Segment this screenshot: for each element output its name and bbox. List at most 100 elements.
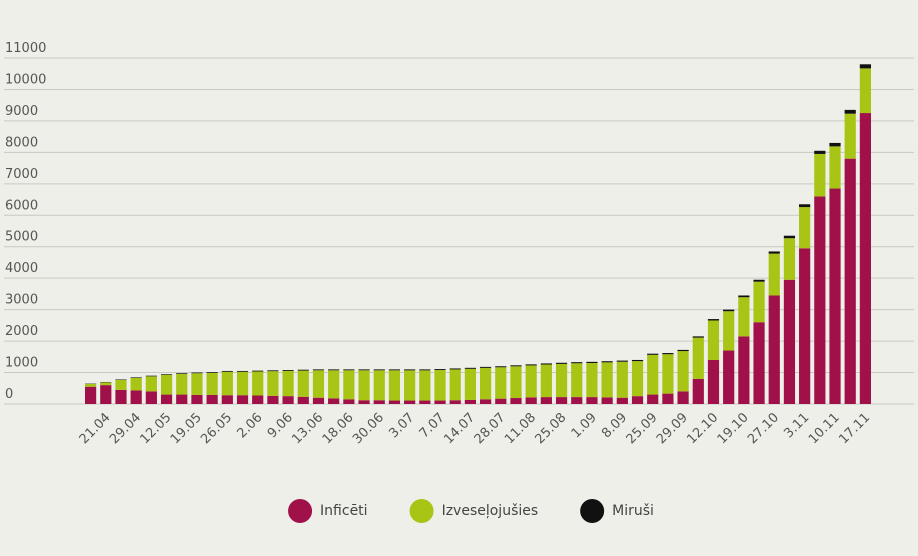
bar-segment bbox=[692, 337, 704, 379]
bar-segment bbox=[859, 68, 872, 114]
legend-label: Izveseļojušies bbox=[442, 503, 539, 519]
legend-label: Miruši bbox=[612, 503, 654, 519]
bar-segment bbox=[859, 64, 872, 69]
y-tick-label: 10000 bbox=[5, 72, 46, 87]
bar-segment bbox=[84, 386, 97, 404]
bar-segment bbox=[130, 390, 142, 404]
bar-segment bbox=[829, 188, 841, 404]
x-tick-label: 12.05 bbox=[137, 410, 174, 447]
bar-segment bbox=[252, 370, 264, 372]
bar-segment bbox=[768, 253, 780, 296]
bar-segment bbox=[647, 354, 659, 395]
x-tick-label: 27.10 bbox=[745, 410, 782, 447]
bar-segment bbox=[783, 279, 796, 404]
x-tick-label: 1.09 bbox=[569, 410, 600, 441]
bar-segment bbox=[221, 395, 233, 404]
bar-segment bbox=[768, 295, 780, 404]
bar-segment bbox=[373, 369, 385, 371]
bar-segment bbox=[616, 360, 628, 362]
bar-segment bbox=[738, 297, 750, 337]
bar-segment bbox=[844, 113, 856, 159]
bar-segment bbox=[404, 369, 416, 371]
bar-segment bbox=[267, 370, 279, 372]
bar-segment bbox=[328, 370, 340, 399]
bar-segment bbox=[100, 385, 112, 404]
bar-segment bbox=[449, 369, 461, 401]
bar-segment bbox=[297, 369, 309, 371]
bar-segment bbox=[282, 370, 294, 397]
x-tick-label: 29.09 bbox=[654, 410, 691, 447]
bar-segment bbox=[753, 281, 765, 323]
y-tick-label: 2000 bbox=[5, 324, 38, 339]
x-tick-label: 10.11 bbox=[806, 410, 843, 447]
bar-segment bbox=[510, 398, 522, 404]
y-tick-label: 6000 bbox=[5, 198, 38, 213]
bar-segment bbox=[647, 353, 659, 355]
bar-segment bbox=[100, 382, 112, 386]
bar-segment bbox=[677, 391, 689, 404]
bar-segment bbox=[859, 113, 872, 404]
bar-segment bbox=[707, 319, 720, 321]
bar-segment bbox=[221, 370, 233, 372]
bar-segment bbox=[616, 397, 628, 404]
x-tick-label: 25.08 bbox=[532, 410, 569, 447]
bar-segment bbox=[753, 322, 765, 404]
bar-segment bbox=[419, 370, 431, 401]
legend-swatch bbox=[580, 499, 605, 523]
x-tick-label: 29.04 bbox=[107, 410, 144, 447]
bar-segment bbox=[191, 372, 203, 374]
bar-segment bbox=[479, 367, 492, 400]
bar-segment bbox=[692, 378, 704, 404]
bar-segment bbox=[115, 379, 127, 390]
bar-segment bbox=[419, 369, 431, 371]
bar-segment bbox=[449, 368, 461, 370]
bar-segment bbox=[236, 395, 249, 404]
bar-segment bbox=[495, 398, 507, 404]
bar-segment bbox=[130, 377, 142, 391]
bar-segment bbox=[829, 146, 841, 189]
bar-segment bbox=[464, 368, 477, 400]
bar-segment bbox=[419, 400, 431, 404]
bar-segment bbox=[555, 362, 568, 364]
bar-segment bbox=[510, 366, 522, 399]
bar-segment bbox=[191, 394, 203, 404]
y-tick-label: 5000 bbox=[5, 230, 38, 245]
bar-segment bbox=[768, 251, 780, 254]
legend-label: Inficēti bbox=[320, 503, 368, 519]
bar-segment bbox=[312, 370, 325, 398]
bar-segment bbox=[479, 399, 492, 404]
x-tick-label: 3.07 bbox=[386, 410, 417, 441]
bar-segment bbox=[176, 373, 188, 395]
bar-segment bbox=[343, 399, 355, 404]
bar-segment bbox=[510, 365, 522, 367]
bar-segment bbox=[206, 372, 218, 395]
bar-segment bbox=[282, 370, 294, 371]
bar-segment bbox=[799, 207, 811, 249]
bar-segment bbox=[586, 397, 598, 404]
bar-segment bbox=[586, 361, 598, 363]
x-tick-label: 17.11 bbox=[836, 410, 873, 447]
bar-segment bbox=[662, 354, 674, 394]
bar-segment bbox=[115, 389, 127, 404]
bar-segment bbox=[206, 372, 218, 373]
bar-segment bbox=[814, 196, 826, 404]
x-tick-label: 19.10 bbox=[715, 410, 752, 447]
bar-segment bbox=[677, 349, 689, 352]
bar-segment bbox=[297, 370, 309, 397]
bar-segment bbox=[358, 370, 370, 401]
bar-segment bbox=[799, 204, 811, 208]
bar-segment bbox=[388, 370, 401, 401]
bar-segment bbox=[571, 397, 583, 404]
bar-segment bbox=[799, 248, 811, 404]
bar-segment bbox=[707, 320, 720, 360]
bar-segment bbox=[160, 394, 173, 404]
bar-segment bbox=[783, 238, 796, 280]
x-tick-label: 18.06 bbox=[320, 410, 357, 447]
x-tick-label: 14.07 bbox=[441, 410, 478, 447]
x-tick-label: 12.10 bbox=[684, 410, 721, 447]
bar-segment bbox=[692, 336, 704, 338]
bar-segment bbox=[191, 373, 203, 395]
bar-segment bbox=[267, 395, 279, 404]
bar-segment bbox=[206, 394, 218, 404]
x-tick-label: 30.06 bbox=[350, 410, 387, 447]
